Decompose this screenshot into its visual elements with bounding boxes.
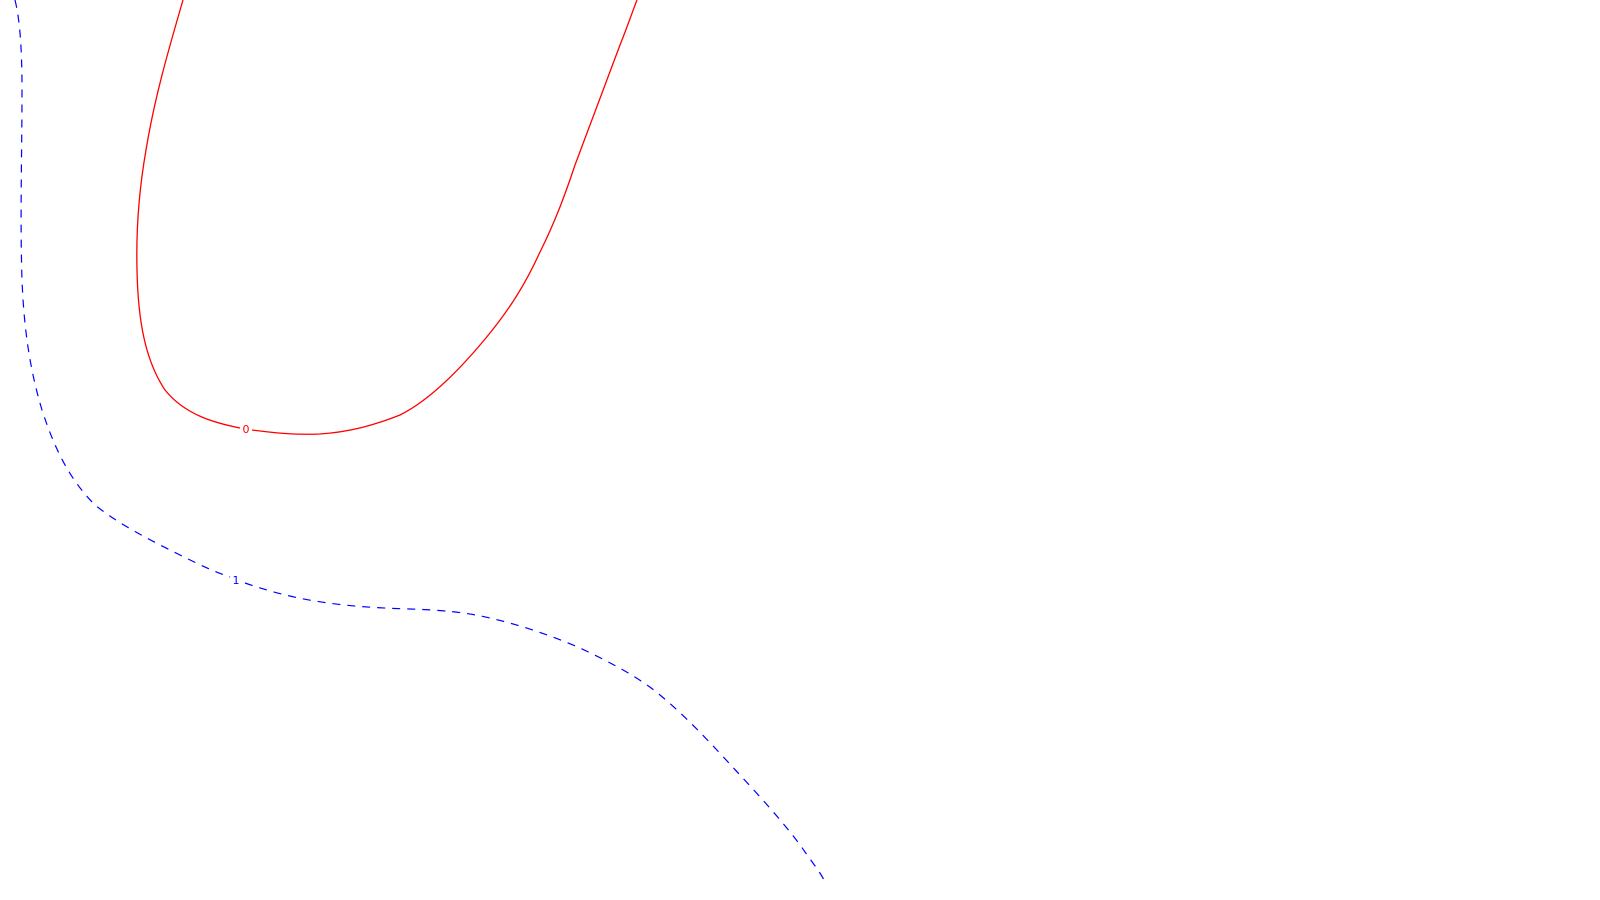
contour-label-level-0: 0 bbox=[243, 423, 250, 436]
contour-label-level-1: 1 bbox=[233, 574, 240, 587]
contour-line-level-0 bbox=[136, 0, 638, 435]
contour-line-level-1 bbox=[14, 0, 826, 883]
